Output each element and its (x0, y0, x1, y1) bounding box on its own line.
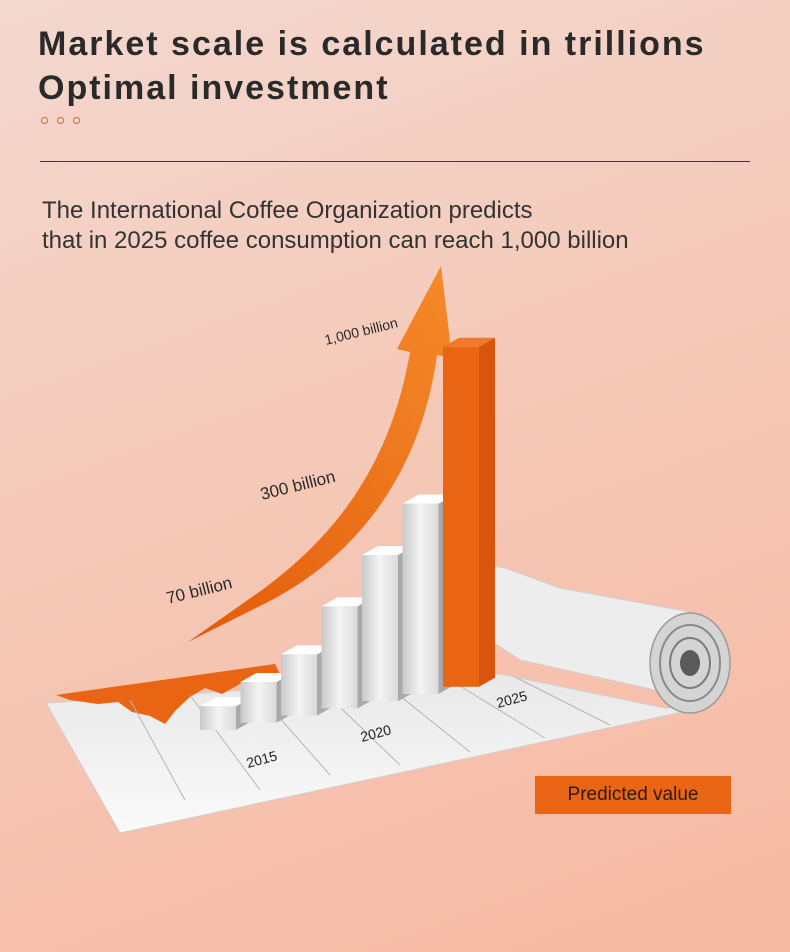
circle-icon (57, 117, 64, 124)
bar-front (240, 682, 277, 723)
paper-roll-ring (659, 624, 721, 702)
bar-front (443, 346, 479, 687)
bar-series (200, 337, 495, 730)
bar-top (443, 337, 495, 347)
bar-predicted (443, 337, 495, 687)
x-tick-label: 2025 (495, 687, 529, 711)
subtitle: The International Coffee Organization pr… (42, 196, 629, 256)
subtitle-line-2: that in 2025 coffee consumption can reac… (42, 227, 629, 254)
legend-label: Predicted value (567, 784, 699, 805)
bar-front (321, 606, 358, 709)
bar-front (402, 503, 439, 694)
circle-icon (41, 117, 48, 124)
decorative-dots (41, 117, 80, 124)
paper-orange-strip (56, 664, 283, 724)
title-line-1: Market scale is calculated in trillions (38, 25, 706, 63)
arrow-annotation: 300 billion (258, 467, 337, 504)
bar-top (281, 645, 333, 655)
bar-side (479, 337, 495, 687)
paper-roll-core (680, 650, 700, 676)
bar-top (362, 546, 414, 555)
x-tick-label: 2015 (245, 747, 279, 771)
divider (40, 161, 750, 162)
page-title: Market scale is calculated in trillions … (38, 22, 706, 110)
circle-icon (73, 117, 80, 124)
title-line-2: Optimal investment (38, 69, 390, 107)
paper-roll-ring (669, 637, 711, 689)
subtitle-line-1: The International Coffee Organization pr… (42, 197, 533, 224)
bar-top (200, 697, 252, 707)
x-tick-labels: 2015 2020 2025 (245, 687, 529, 771)
arrow-annotation: 1,000 billion (323, 314, 399, 348)
arrow-annotation: 70 billion (164, 573, 234, 608)
x-tick-label: 2020 (359, 721, 393, 745)
bar-top (402, 494, 455, 504)
bar-front (200, 706, 236, 730)
bar-front (362, 555, 398, 702)
bar-top (321, 597, 374, 607)
bar-top (240, 673, 293, 682)
bar-front (281, 654, 317, 716)
growth-arrow (188, 266, 452, 642)
legend-predicted-value: Predicted value (535, 776, 731, 814)
